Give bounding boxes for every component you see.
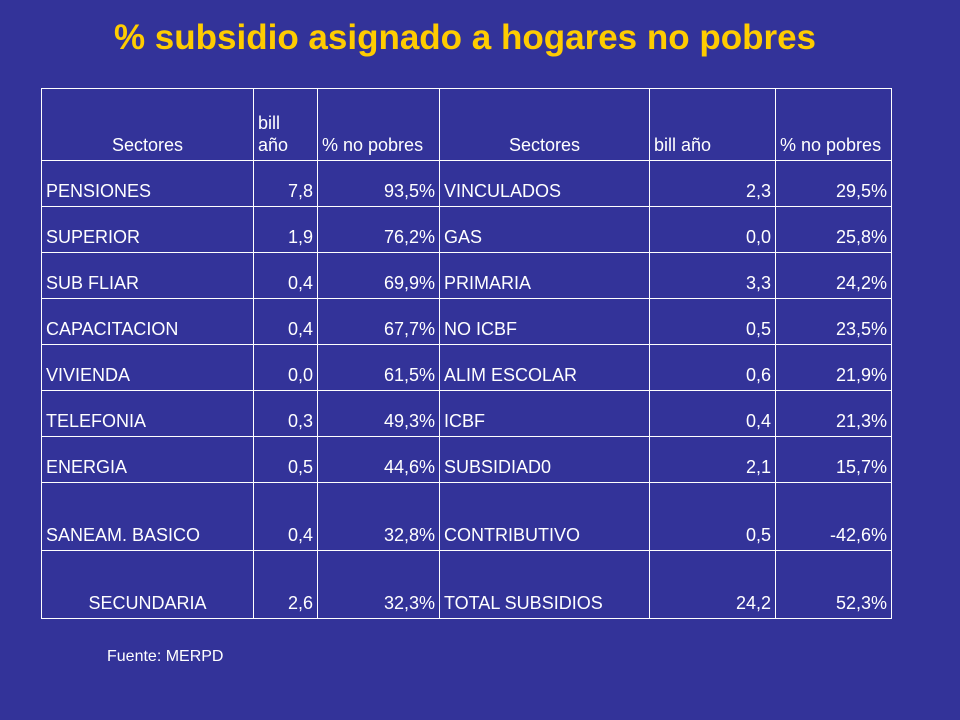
bill-cell: 0,4 [253,252,318,299]
bill-cell: 2,1 [649,436,776,483]
pct-cell: 15,7% [775,436,892,483]
bill-cell: 0,5 [649,482,776,551]
header-bill-ano-2: bill año [649,88,776,161]
pct-cell: 29,5% [775,160,892,207]
pct-cell: 21,9% [775,344,892,391]
bill-cell: 1,9 [253,206,318,253]
table-row: SUPERIOR 1,9 76,2% GAS 0,0 25,8% [41,206,892,253]
pct-cell: -42,6% [775,482,892,551]
pct-cell: 32,8% [317,482,440,551]
header-pct-no-pobres-2: % no pobres [775,88,892,161]
pct-cell: 76,2% [317,206,440,253]
sector-cell: PENSIONES [41,160,254,207]
table-row: ENERGIA 0,5 44,6% SUBSIDIAD0 2,1 15,7% [41,436,892,483]
table-row: SANEAM. BASICO 0,4 32,8% CONTRIBUTIVO 0,… [41,482,892,551]
sector-cell: SECUNDARIA [41,550,254,619]
table-row: PENSIONES 7,8 93,5% VINCULADOS 2,3 29,5% [41,160,892,207]
header-sectores-2: Sectores [439,88,650,161]
pct-cell: 93,5% [317,160,440,207]
pct-cell: 49,3% [317,390,440,437]
sector-cell: SUBSIDIAD0 [439,436,650,483]
header-pct-no-pobres-1: % no pobres [317,88,440,161]
bill-cell: 24,2 [649,550,776,619]
table-row: SUB FLIAR 0,4 69,9% PRIMARIA 3,3 24,2% [41,252,892,299]
pct-cell: 67,7% [317,298,440,345]
sector-cell: SUPERIOR [41,206,254,253]
pct-cell: 69,9% [317,252,440,299]
sector-cell: ALIM ESCOLAR [439,344,650,391]
pct-cell: 52,3% [775,550,892,619]
bill-cell: 0,3 [253,390,318,437]
header-bill-ano-1: bill año [253,88,318,161]
bill-cell: 0,5 [649,298,776,345]
sector-cell: NO ICBF [439,298,650,345]
bill-cell: 2,3 [649,160,776,207]
pct-cell: 23,5% [775,298,892,345]
bill-cell: 0,4 [253,298,318,345]
sector-cell: VINCULADOS [439,160,650,207]
sector-cell: ENERGIA [41,436,254,483]
bill-cell: 3,3 [649,252,776,299]
bill-cell: 0,4 [649,390,776,437]
header-sectores-1: Sectores [41,88,254,161]
sector-cell: CONTRIBUTIVO [439,482,650,551]
bill-cell: 7,8 [253,160,318,207]
pct-cell: 61,5% [317,344,440,391]
pct-cell: 24,2% [775,252,892,299]
pct-cell: 44,6% [317,436,440,483]
sector-cell: SUB FLIAR [41,252,254,299]
table-row: CAPACITACION 0,4 67,7% NO ICBF 0,5 23,5% [41,298,892,345]
table-row: VIVIENDA 0,0 61,5% ALIM ESCOLAR 0,6 21,9… [41,344,892,391]
bill-cell: 0,4 [253,482,318,551]
sector-cell: VIVIENDA [41,344,254,391]
pct-cell: 21,3% [775,390,892,437]
bill-cell: 0,5 [253,436,318,483]
total-subsidios-cell: TOTAL SUBSIDIOS [439,550,650,619]
bill-cell: 0,0 [253,344,318,391]
bill-cell: 0,0 [649,206,776,253]
bill-cell: 2,6 [253,550,318,619]
sector-cell: ICBF [439,390,650,437]
sector-cell: CAPACITACION [41,298,254,345]
pct-cell: 25,8% [775,206,892,253]
table-row-total: SECUNDARIA 2,6 32,3% TOTAL SUBSIDIOS 24,… [41,550,892,619]
bill-cell: 0,6 [649,344,776,391]
pct-cell: 32,3% [317,550,440,619]
sector-cell: GAS [439,206,650,253]
page-title: % subsidio asignado a hogares no pobres [113,18,817,57]
sector-cell: SANEAM. BASICO [41,482,254,551]
sector-cell: PRIMARIA [439,252,650,299]
source-note: Fuente: MERPD [107,648,224,665]
subsidy-table: Sectores bill año % no pobres Sectores b… [41,88,892,619]
sector-cell: TELEFONIA [41,390,254,437]
table-header-row: Sectores bill año % no pobres Sectores b… [41,88,892,161]
table-row: TELEFONIA 0,3 49,3% ICBF 0,4 21,3% [41,390,892,437]
